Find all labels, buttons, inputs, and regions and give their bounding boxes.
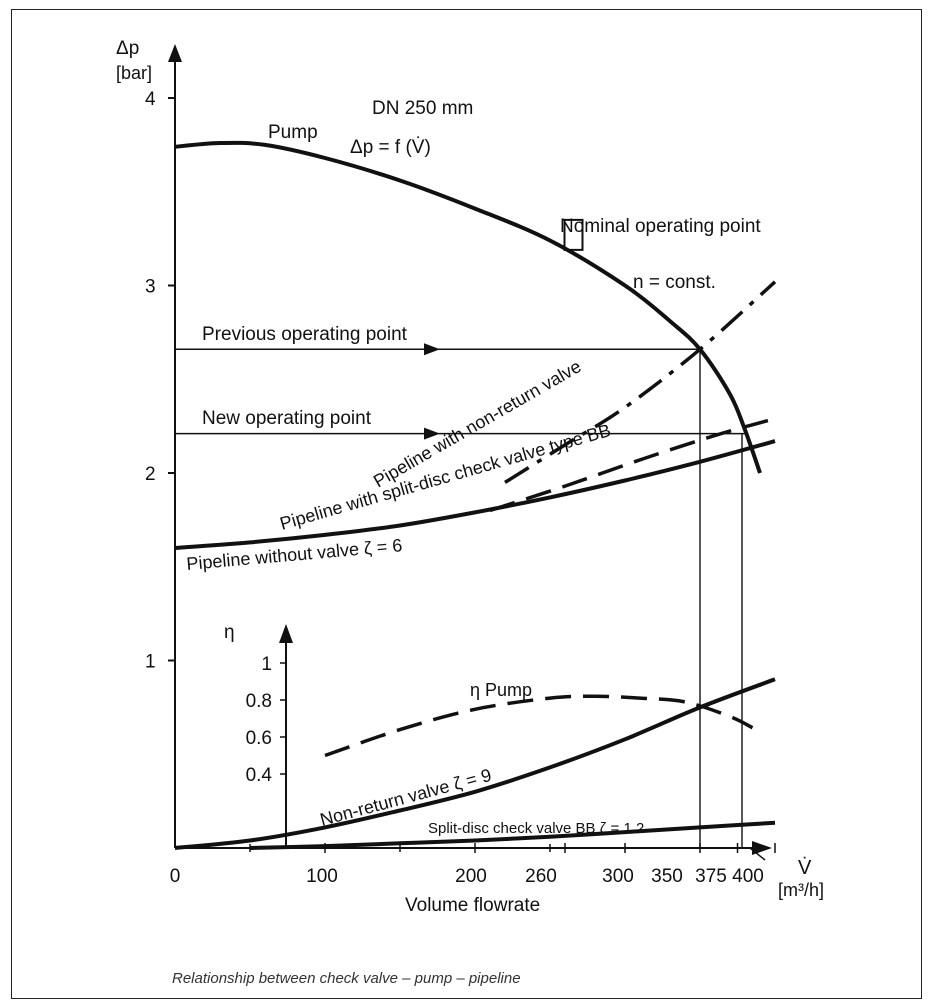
eta-tick-label-0: 1 [261,654,272,675]
y-ticks: 4 3 2 1 [145,89,175,673]
y-tick-label-3: 1 [145,652,156,673]
x-axis-label-symbol: V̇ [798,857,812,879]
figure-caption: Relationship between check valve – pump … [172,970,521,987]
curve-label-split-disc-valve: Split-disc check valve BB ζ = 1.2 [428,820,644,837]
pump-label: Pump [268,122,318,143]
x-tick-label-0: 0 [170,866,181,887]
eta-axis-label: η [224,622,235,643]
series-line-4 [324,694,754,758]
x-axis-title: Volume flowrate [405,895,540,916]
eta-tick-label-1: 0.8 [246,691,272,712]
nominal-point-label: Nominal operating point [560,216,761,237]
series-line-3 [174,439,776,550]
nominal-point-marker [563,218,584,251]
new-op-arrow [424,427,440,440]
x-tick-label-4: 300 [602,866,634,887]
previous-op-arrow [424,343,440,356]
x-tick-label-5: 350 [651,866,683,887]
series-line-2 [489,416,776,513]
eta-tick-label-3: 0.4 [246,765,273,786]
new-op-label: New operating point [202,408,372,429]
y-tick-label-0: 4 [145,89,156,110]
curves [174,140,777,850]
x-tick-label-3: 260 [525,866,557,887]
y-axis-label-unit: [bar] [116,63,152,83]
reference-lines [175,343,745,848]
y-axis-arrow [168,44,182,62]
x-tick-label-7: 400 [732,866,764,887]
figure-frame [11,9,922,999]
eta-axis-arrow [279,624,293,643]
series-line-0 [174,140,762,474]
series-line-6 [249,820,776,850]
n-const-label: n = const. [633,272,716,293]
y-axis-label-symbol: Δp [116,38,139,59]
y-tick-label-2: 2 [145,464,156,485]
x-tick-label-6: 375 [695,866,727,887]
previous-op-label: Previous operating point [202,324,408,345]
curve-label-no-valve-pipeline: Pipeline without valve ζ = 6 [186,535,403,574]
chart-subtitle: DN 250 mm [372,98,473,119]
x-375-leader [749,847,766,861]
series-line-1 [504,280,777,484]
eta-ticks: 1 0.8 0.6 0.4 [246,654,286,786]
x-tick-label-1: 100 [306,866,338,887]
series-line-5 [174,677,776,850]
y-tick-label-1: 3 [145,277,156,298]
eta-tick-label-2: 0.6 [246,728,272,749]
x-axis-arrow [752,841,772,855]
pump-formula: Δp = f (V̇) [350,137,431,158]
curve-label-eta-pump: η Pump [470,680,532,700]
x-tick-label-2: 200 [455,866,487,887]
x-axis-label-unit: [m³/h] [778,880,824,900]
